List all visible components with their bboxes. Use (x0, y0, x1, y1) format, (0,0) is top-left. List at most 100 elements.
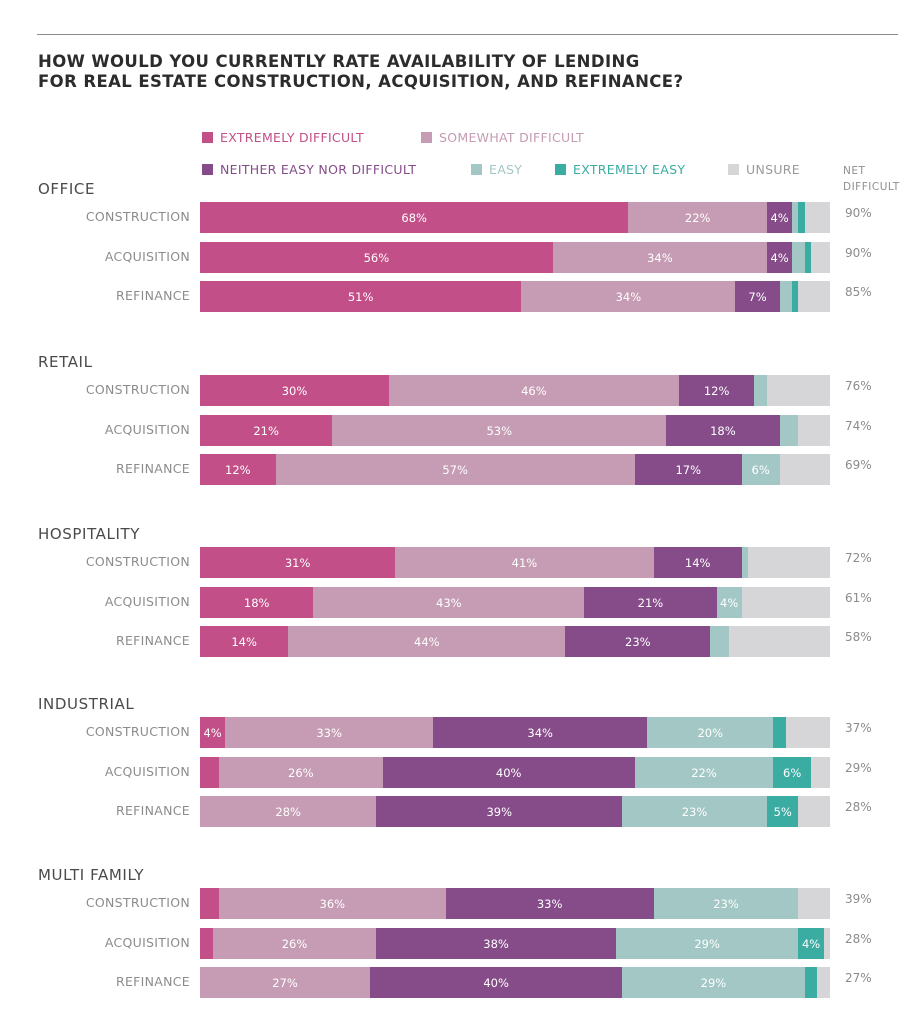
bar-segment-unsure (741, 587, 830, 618)
bar-segment-somewhat-difficult: 57% (275, 454, 635, 485)
segment-value-label: 34% (527, 725, 553, 740)
row-label: REFINANCE (115, 461, 190, 476)
bar-segment-unsure (798, 415, 830, 446)
segment-value-label: 21% (637, 595, 664, 610)
bar-segment-easy (779, 281, 793, 312)
legend-item-extremely-difficult: EXTREMELY DIFFICULT (202, 131, 364, 145)
bar-segment-unsure (798, 281, 830, 312)
chart-title-line2: FOR REAL ESTATE CONSTRUCTION, ACQUISITIO… (38, 72, 684, 91)
segment-value-label: 4% (720, 595, 739, 610)
segment-value-label: 27% (272, 975, 298, 990)
row-label: ACQUISITION (104, 594, 190, 609)
segment-value-label: 40% (495, 765, 522, 780)
segment-value-label: 57% (442, 462, 468, 477)
bar-segment-somewhat-difficult: 28% (200, 796, 377, 827)
segment-value-label: 30% (281, 383, 308, 398)
legend-item-neither: NEITHER EASY NOR DIFFICULT (202, 163, 416, 177)
net-difficult-value: 90% (845, 206, 872, 220)
bar-segment-somewhat-difficult: 43% (313, 587, 585, 618)
segment-value-label: 39% (486, 804, 513, 819)
legend-item-somewhat-difficult: SOMEWHAT DIFFICULT (421, 131, 584, 145)
bar-segment-easy: 4% (716, 587, 742, 618)
segment-value-label: 18% (710, 423, 736, 438)
group-label-industrial: INDUSTRIAL (38, 695, 135, 713)
bar-segment-somewhat-difficult: 53% (332, 415, 667, 446)
bar-segment-easy: 20% (647, 717, 774, 748)
bar-segment-extremely-easy (773, 717, 786, 748)
bar-row: 21% 53% 18% (200, 415, 830, 446)
bar-segment-extremely-difficult: 21% (200, 415, 333, 446)
bar-segment-easy (710, 626, 730, 657)
net-header-line1: NET (843, 165, 866, 177)
bar-segment-neither: 18% (666, 415, 780, 446)
bar-segment-unsure (817, 967, 830, 998)
chart-title-line1: HOW WOULD YOU CURRENTLY RATE AVAILABILIT… (38, 52, 640, 71)
row-label: REFINANCE (115, 633, 190, 648)
bar-segment-easy: 22% (634, 757, 774, 788)
net-difficult-value: 90% (845, 246, 872, 260)
legend-label: EXTREMELY EASY (573, 162, 686, 177)
segment-value-label: 41% (511, 555, 538, 570)
bar-segment-extremely-easy: 6% (773, 757, 812, 788)
segment-value-label: 29% (694, 936, 720, 951)
segment-value-label: 4% (770, 250, 789, 265)
bar-row: 28% 39% 23% 5% (200, 796, 830, 827)
bar-segment-easy: 29% (622, 967, 805, 998)
net-difficult-value: 37% (845, 721, 872, 735)
segment-value-label: 14% (684, 555, 711, 570)
row-label: CONSTRUCTION (85, 895, 190, 910)
net-difficult-value: 72% (845, 551, 872, 565)
bar-segment-unsure (798, 888, 830, 919)
bar-segment-neither: 4% (766, 202, 793, 233)
bar-segment-easy: 6% (741, 454, 780, 485)
bar-segment-extremely-easy (804, 242, 812, 273)
bar-row: 4% 33% 34% 20% (200, 717, 830, 748)
bar-row: 26% 38% 29% 4% (200, 928, 830, 959)
legend-label: EASY (489, 162, 523, 177)
group-label-retail: RETAIL (38, 353, 93, 371)
bar-segment-extremely-easy: 4% (798, 928, 824, 959)
bar-segment-extremely-easy: 5% (766, 796, 799, 827)
net-difficult-value: 74% (845, 419, 872, 433)
bar-segment-neither: 40% (382, 757, 635, 788)
bar-segment-extremely-difficult: 14% (200, 626, 289, 657)
bar-segment-extremely-difficult: 68% (200, 202, 629, 233)
bar-row: 26% 40% 22% 6% (200, 757, 830, 788)
legend-swatch (471, 164, 482, 175)
row-label: CONSTRUCTION (85, 554, 190, 569)
legend-label: UNSURE (746, 162, 800, 177)
bar-segment-extremely-difficult: 31% (200, 547, 396, 578)
bar-segment-extremely-easy (804, 967, 818, 998)
bar-segment-extremely-difficult: 18% (200, 587, 314, 618)
segment-value-label: 17% (675, 462, 702, 477)
bar-segment-extremely-difficult: 12% (200, 454, 276, 485)
bar-row: 14% 44% 23% (200, 626, 830, 657)
net-difficult-value: 58% (845, 630, 872, 644)
segment-value-label: 4% (770, 210, 789, 225)
segment-value-label: 46% (521, 383, 547, 398)
bar-segment-somewhat-difficult: 46% (389, 375, 679, 406)
group-label-multi-family: MULTI FAMILY (38, 866, 145, 884)
bar-segment-easy: 23% (653, 888, 799, 919)
group-label-office: OFFICE (38, 180, 96, 198)
bar-segment-unsure (748, 547, 830, 578)
bar-segment-easy: 29% (615, 928, 799, 959)
row-label: CONSTRUCTION (85, 382, 190, 397)
bar-segment-somewhat-difficult: 34% (521, 281, 736, 312)
bar-row: 31% 41% 14% (200, 547, 830, 578)
legend-item-unsure: UNSURE (728, 163, 800, 177)
net-difficult-value: 85% (845, 285, 872, 299)
segment-value-label: 33% (536, 896, 563, 911)
bar-row: 68% 22% 4% (200, 202, 830, 233)
net-difficult-value: 29% (845, 761, 872, 775)
bar-segment-extremely-difficult (200, 888, 219, 919)
bar-segment-unsure (804, 202, 830, 233)
bar-segment-extremely-difficult: 4% (200, 717, 226, 748)
bar-segment-somewhat-difficult: 26% (212, 928, 377, 959)
segment-value-label: 33% (316, 725, 342, 740)
bar-row: 12% 57% 17% 6% (200, 454, 830, 485)
segment-value-label: 53% (486, 423, 513, 438)
segment-value-label: 21% (253, 423, 279, 438)
bar-segment-neither: 40% (370, 967, 623, 998)
row-label: REFINANCE (115, 803, 190, 818)
